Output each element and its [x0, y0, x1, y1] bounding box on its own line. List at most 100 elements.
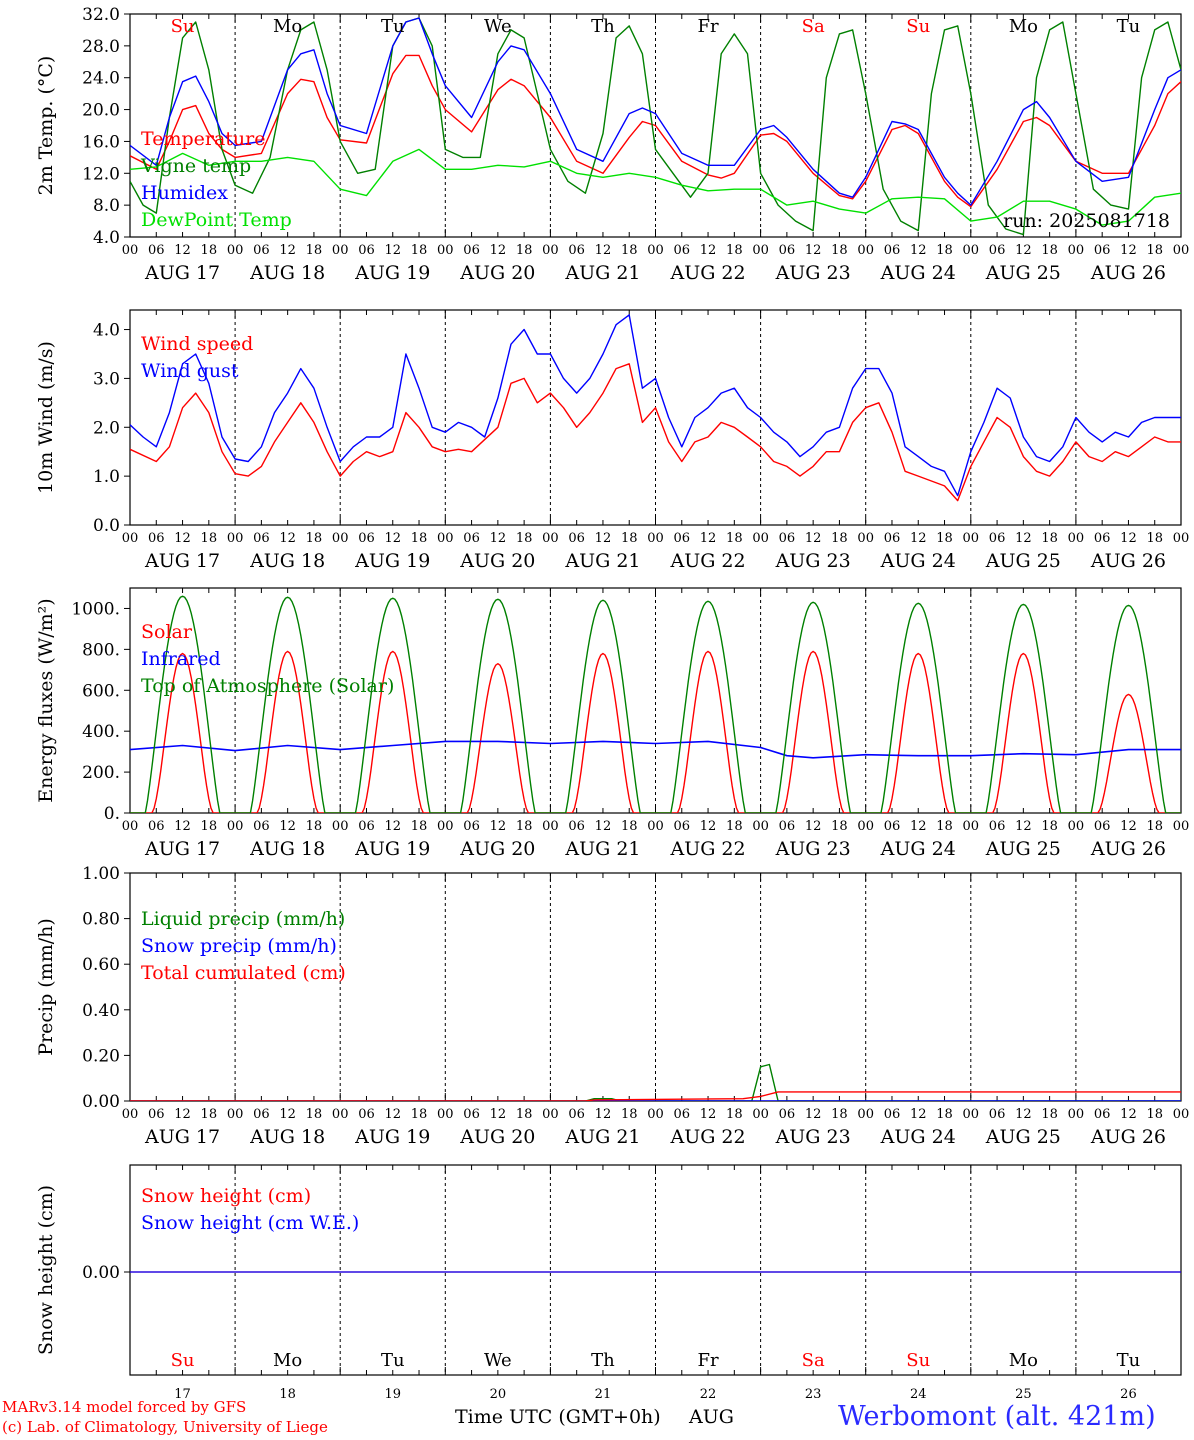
legend-item: Snow height (cm W.E.): [141, 1212, 359, 1234]
x-hour-label: 12: [279, 243, 296, 258]
x-hour-label: 06: [674, 243, 691, 258]
x-hour-label: 00: [1173, 819, 1190, 834]
x-hour-label: 18: [831, 1107, 848, 1122]
legend-item: Wind speed: [141, 333, 253, 355]
x-hour-label: 00: [1173, 531, 1190, 546]
x-hour-label: 18: [1041, 1107, 1058, 1122]
y-tick-label: 1.0: [93, 467, 120, 487]
y-axis-label: Precip (mm/h): [35, 918, 57, 1056]
x-date-label: AUG 17: [144, 550, 220, 572]
x-hour-label: 00: [1068, 1107, 1085, 1122]
x-hour-label: 12: [384, 819, 401, 834]
x-date-label: AUG 24: [880, 550, 956, 572]
x-hour-label: 12: [595, 531, 612, 546]
y-axis-label: 10m Wind (m/s): [35, 341, 57, 494]
legend-item: Humidex: [141, 182, 228, 204]
weekday-label: Tu: [1117, 1350, 1141, 1371]
x-date-label: AUG 22: [669, 1126, 745, 1148]
x-hour-label: 00: [542, 243, 559, 258]
x-hour-label: 12: [174, 531, 191, 546]
series-line-liquid-precip-mm-h-: [130, 1063, 1181, 1101]
weekday-label: Sa: [802, 1350, 825, 1371]
x-hour-label: 00: [122, 819, 139, 834]
y-tick-label: 600.: [82, 681, 120, 701]
x-hour-label: 06: [674, 1107, 691, 1122]
y-tick-label: 800.: [82, 640, 120, 660]
x-hour-label: 12: [174, 1107, 191, 1122]
x-hour-label: 06: [463, 819, 480, 834]
weekday-label: We: [484, 1350, 512, 1371]
x-hour-label: 18: [201, 1107, 218, 1122]
panel-2-frame: [129, 587, 1182, 814]
x-hour-label: 18: [831, 819, 848, 834]
x-hour-label: 12: [805, 1107, 822, 1122]
weekday-label: Tu: [381, 16, 405, 37]
x-hour-label: 00: [542, 531, 559, 546]
x-hour-label: 06: [1094, 531, 1111, 546]
x-hour-label: 18: [936, 531, 953, 546]
weekday-label: We: [484, 16, 512, 37]
x-date-label: AUG 21: [564, 838, 640, 860]
x-hour-label: 00: [1068, 819, 1085, 834]
day-number: 23: [805, 1387, 822, 1402]
x-hour-label: 06: [148, 243, 165, 258]
x-date-label: AUG 20: [459, 1126, 535, 1148]
x-date-label: AUG 25: [985, 262, 1061, 284]
x-hour-label: 00: [1068, 531, 1085, 546]
x-hour-label: 06: [253, 1107, 270, 1122]
credit-model: MARv3.14 model forced by GFS: [2, 1398, 247, 1416]
x-hour-label: 12: [1015, 819, 1032, 834]
x-hour-label: 12: [595, 819, 612, 834]
x-hour-label: 06: [148, 531, 165, 546]
x-hour-label: 18: [936, 819, 953, 834]
x-date-label: AUG 26: [1090, 1126, 1166, 1148]
x-hour-label: 18: [726, 1107, 743, 1122]
x-date-label: AUG 17: [144, 838, 220, 860]
y-tick-label: 0.40: [82, 1001, 120, 1021]
x-date-label: AUG 17: [144, 1126, 220, 1148]
x-hour-label: 00: [752, 1107, 769, 1122]
x-hour-label: 18: [516, 1107, 533, 1122]
x-hour-label: 12: [174, 819, 191, 834]
x-hour-label: 18: [1041, 819, 1058, 834]
x-hour-label: 06: [989, 531, 1006, 546]
x-hour-label: 06: [568, 819, 585, 834]
y-tick-label: 28.0: [82, 37, 120, 57]
y-tick-label: 16.0: [82, 132, 120, 152]
x-hour-label: 06: [358, 1107, 375, 1122]
series-line-dewpoint-temp: [130, 148, 1181, 226]
x-hour-label: 18: [516, 243, 533, 258]
x-hour-label: 06: [779, 1107, 796, 1122]
weekday-label: Su: [171, 16, 195, 37]
x-hour-label: 18: [621, 243, 638, 258]
legend-item: Liquid precip (mm/h): [141, 908, 345, 930]
x-date-label: AUG 18: [249, 262, 325, 284]
x-hour-label: 06: [779, 819, 796, 834]
legend-item: Temperature: [141, 128, 265, 150]
x-hour-label: 18: [1041, 243, 1058, 258]
series-line-solar: [130, 650, 1181, 813]
weekday-label: Mo: [273, 16, 302, 37]
x-hour-label: 00: [332, 243, 349, 258]
x-hour-label: 18: [1146, 1107, 1163, 1122]
x-hour-label: 18: [201, 819, 218, 834]
x-hour-label: 12: [595, 1107, 612, 1122]
legend-item: DewPoint Temp: [141, 209, 292, 231]
x-hour-label: 18: [201, 531, 218, 546]
x-hour-label: 12: [805, 243, 822, 258]
x-hour-label: 06: [358, 243, 375, 258]
x-hour-label: 12: [700, 243, 717, 258]
y-axis-label: Energy fluxes (W/m²): [35, 598, 57, 802]
x-hour-label: 12: [700, 1107, 717, 1122]
x-hour-label: 12: [805, 531, 822, 546]
x-hour-label: 12: [595, 243, 612, 258]
x-hour-label: 00: [332, 1107, 349, 1122]
x-date-label: AUG 19: [354, 550, 430, 572]
x-hour-label: 12: [1120, 531, 1137, 546]
x-date-label: AUG 17: [144, 262, 220, 284]
legend-item: Top of Atmosphere (Solar): [141, 675, 394, 697]
y-tick-label: 32.0: [82, 5, 120, 25]
x-hour-label: 18: [1146, 819, 1163, 834]
day-number: 26: [1120, 1387, 1137, 1402]
x-hour-label: 00: [963, 1107, 980, 1122]
